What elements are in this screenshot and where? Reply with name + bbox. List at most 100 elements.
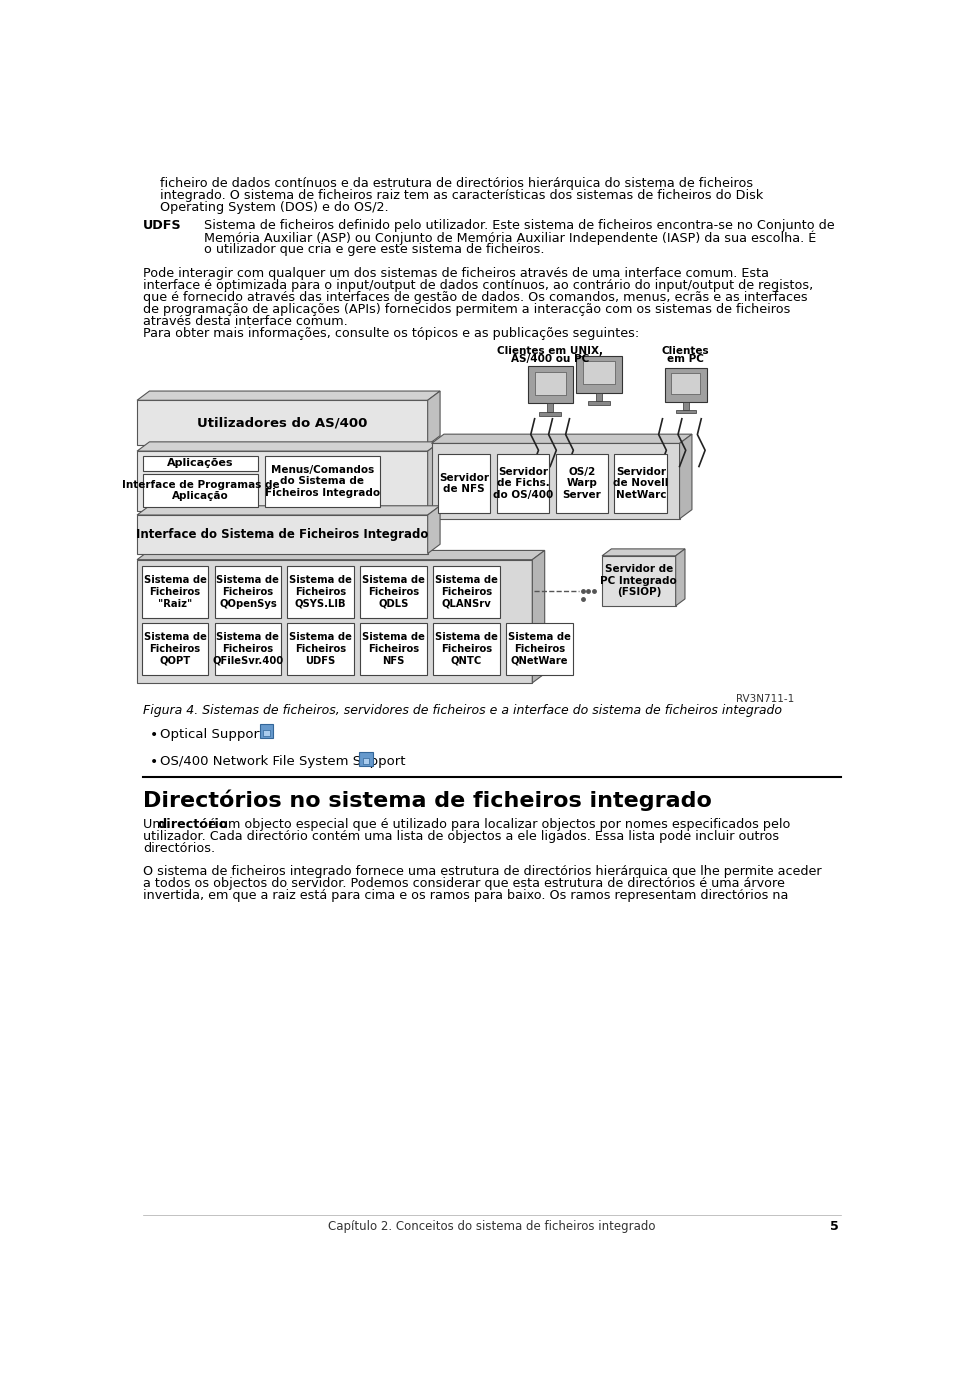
FancyBboxPatch shape — [214, 566, 281, 618]
Text: Menus/Comandos
do Sistema de
Ficheiros Integrado: Menus/Comandos do Sistema de Ficheiros I… — [265, 464, 380, 497]
Text: Sistema de
Ficheiros
QOPT: Sistema de Ficheiros QOPT — [144, 633, 206, 666]
FancyBboxPatch shape — [360, 566, 427, 618]
Text: •: • — [150, 755, 157, 769]
Text: o utilizador que cria e gere este sistema de ficheiros.: o utilizador que cria e gere este sistem… — [204, 242, 544, 256]
Text: Memória Auxiliar (ASP) ou Conjunto de Memória Auxiliar Independente (IASP) da su: Memória Auxiliar (ASP) ou Conjunto de Me… — [204, 231, 816, 245]
Text: Para obter mais informações, consulte os tópicos e as publicações seguintes:: Para obter mais informações, consulte os… — [143, 327, 639, 339]
FancyBboxPatch shape — [359, 752, 372, 766]
FancyBboxPatch shape — [142, 566, 208, 618]
Text: Sistema de
Ficheiros
QSYS.LIB: Sistema de Ficheiros QSYS.LIB — [289, 575, 352, 608]
Polygon shape — [432, 443, 680, 519]
FancyBboxPatch shape — [214, 623, 281, 674]
Text: invertida, em que a raiz está para cima e os ramos para baixo. Os ramos represen: invertida, em que a raiz está para cima … — [143, 889, 788, 902]
Text: Um: Um — [143, 819, 169, 831]
Text: Sistema de ficheiros definido pelo utilizador. Este sistema de ficheiros encontr: Sistema de ficheiros definido pelo utili… — [204, 219, 834, 231]
Polygon shape — [427, 442, 440, 511]
Text: Capítulo 2. Conceitos do sistema de ficheiros integrado: Capítulo 2. Conceitos do sistema de fich… — [328, 1220, 656, 1233]
Polygon shape — [137, 442, 440, 452]
Text: Figura 4. Sistemas de ficheiros, servidores de ficheiros e a interface do sistem: Figura 4. Sistemas de ficheiros, servido… — [143, 705, 782, 717]
Text: Servidor
de Fichs.
do OS/400: Servidor de Fichs. do OS/400 — [492, 467, 553, 500]
FancyBboxPatch shape — [438, 454, 491, 512]
FancyBboxPatch shape — [263, 730, 270, 735]
FancyBboxPatch shape — [584, 361, 615, 384]
Text: integrado. O sistema de ficheiros raiz tem as características dos sistemas de fi: integrado. O sistema de ficheiros raiz t… — [160, 188, 763, 202]
Text: Operating System (DOS) e do OS/2.: Operating System (DOS) e do OS/2. — [160, 201, 389, 213]
Text: é um objecto especial que é utilizado para localizar objectos por nomes especifi: é um objecto especial que é utilizado pa… — [204, 819, 790, 831]
Text: •: • — [150, 727, 157, 741]
Text: em PC: em PC — [667, 355, 705, 364]
FancyBboxPatch shape — [528, 367, 573, 403]
FancyBboxPatch shape — [506, 623, 572, 674]
FancyBboxPatch shape — [547, 403, 553, 411]
Text: Interface do Sistema de Ficheiros Integrado: Interface do Sistema de Ficheiros Integr… — [136, 528, 428, 540]
FancyBboxPatch shape — [142, 623, 208, 674]
Text: Servidor de
PC Integrado
(FSIOP): Servidor de PC Integrado (FSIOP) — [601, 564, 677, 597]
FancyBboxPatch shape — [665, 368, 707, 402]
Text: Optical Support: Optical Support — [160, 727, 265, 741]
Text: que é fornecido através das interfaces de gestão de dados. Os comandos, menus, e: que é fornecido através das interfaces d… — [143, 291, 808, 303]
FancyBboxPatch shape — [576, 356, 622, 392]
Text: Sistema de
Ficheiros
"Raiz": Sistema de Ficheiros "Raiz" — [144, 575, 206, 608]
Polygon shape — [137, 400, 427, 445]
FancyBboxPatch shape — [496, 454, 549, 512]
Text: Interface de Programas de
Aplicação: Interface de Programas de Aplicação — [122, 479, 279, 501]
FancyBboxPatch shape — [287, 566, 354, 618]
Text: interface é optimizada para o input/output de dados contínuos, ao contrário do i: interface é optimizada para o input/outp… — [143, 278, 813, 292]
Polygon shape — [427, 391, 440, 445]
Text: O sistema de ficheiros integrado fornece uma estrutura de directórios hierárquic: O sistema de ficheiros integrado fornece… — [143, 866, 822, 878]
Text: ficheiro de dados contínuos e da estrutura de directórios hierárquica do sistema: ficheiro de dados contínuos e da estrutu… — [160, 177, 754, 190]
Polygon shape — [432, 434, 692, 443]
Text: Directórios no sistema de ficheiros integrado: Directórios no sistema de ficheiros inte… — [143, 789, 712, 810]
Text: Sistema de
Ficheiros
QDLS: Sistema de Ficheiros QDLS — [362, 575, 425, 608]
FancyBboxPatch shape — [676, 410, 696, 413]
Text: Sistema de
Ficheiros
NFS: Sistema de Ficheiros NFS — [362, 633, 425, 666]
FancyBboxPatch shape — [556, 454, 609, 512]
Polygon shape — [137, 452, 427, 511]
Text: Sistema de
Ficheiros
QFileSvr.400: Sistema de Ficheiros QFileSvr.400 — [212, 633, 283, 666]
Text: 5: 5 — [830, 1220, 839, 1233]
Text: Clientes em UNIX,: Clientes em UNIX, — [497, 346, 603, 356]
FancyBboxPatch shape — [265, 456, 379, 507]
Text: através desta interface comum.: através desta interface comum. — [143, 314, 348, 328]
FancyBboxPatch shape — [360, 623, 427, 674]
FancyBboxPatch shape — [143, 474, 258, 507]
Text: Servidor
de Novell
NetWarc: Servidor de Novell NetWarc — [613, 467, 668, 500]
FancyBboxPatch shape — [614, 454, 667, 512]
Polygon shape — [137, 560, 532, 683]
Polygon shape — [680, 434, 692, 519]
FancyBboxPatch shape — [535, 371, 566, 395]
FancyBboxPatch shape — [588, 402, 610, 404]
Text: OS/2
Warp
Server: OS/2 Warp Server — [563, 467, 601, 500]
Text: AS/400 ou PC: AS/400 ou PC — [511, 355, 589, 364]
FancyBboxPatch shape — [433, 623, 500, 674]
FancyBboxPatch shape — [287, 623, 354, 674]
Text: UDFS: UDFS — [143, 219, 181, 231]
FancyBboxPatch shape — [143, 456, 258, 471]
Polygon shape — [602, 555, 676, 605]
Text: directórios.: directórios. — [143, 842, 215, 856]
Text: Pode interagir com qualquer um dos sistemas de ficheiros através de uma interfac: Pode interagir com qualquer um dos siste… — [143, 267, 769, 280]
Text: OS/400 Network File System Support: OS/400 Network File System Support — [160, 755, 406, 769]
Text: Sistema de
Ficheiros
UDFS: Sistema de Ficheiros UDFS — [289, 633, 352, 666]
Polygon shape — [137, 550, 544, 560]
Text: Sistema de
Ficheiros
QNetWare: Sistema de Ficheiros QNetWare — [508, 633, 570, 666]
Polygon shape — [137, 515, 427, 554]
Text: utilizador. Cada directório contém uma lista de objectos a ele ligados. Essa lis: utilizador. Cada directório contém uma l… — [143, 831, 780, 843]
Text: Sistema de
Ficheiros
QOpenSys: Sistema de Ficheiros QOpenSys — [216, 575, 279, 608]
FancyBboxPatch shape — [363, 758, 369, 763]
Text: Utilizadores do AS/400: Utilizadores do AS/400 — [197, 416, 368, 429]
FancyBboxPatch shape — [683, 402, 689, 410]
Text: RV3N711-1: RV3N711-1 — [736, 694, 794, 705]
Text: a todos os objectos do servidor. Podemos considerar que esta estrutura de direct: a todos os objectos do servidor. Podemos… — [143, 877, 785, 891]
Text: directório: directório — [157, 819, 228, 831]
FancyBboxPatch shape — [596, 392, 602, 402]
Polygon shape — [427, 506, 440, 554]
Polygon shape — [532, 550, 544, 683]
FancyBboxPatch shape — [259, 724, 274, 738]
Text: Sistema de
Ficheiros
QLANSrv: Sistema de Ficheiros QLANSrv — [435, 575, 498, 608]
Polygon shape — [137, 506, 440, 515]
FancyBboxPatch shape — [540, 411, 561, 416]
Polygon shape — [676, 548, 685, 605]
Text: Servidor
de NFS: Servidor de NFS — [439, 472, 489, 494]
FancyBboxPatch shape — [671, 373, 701, 395]
